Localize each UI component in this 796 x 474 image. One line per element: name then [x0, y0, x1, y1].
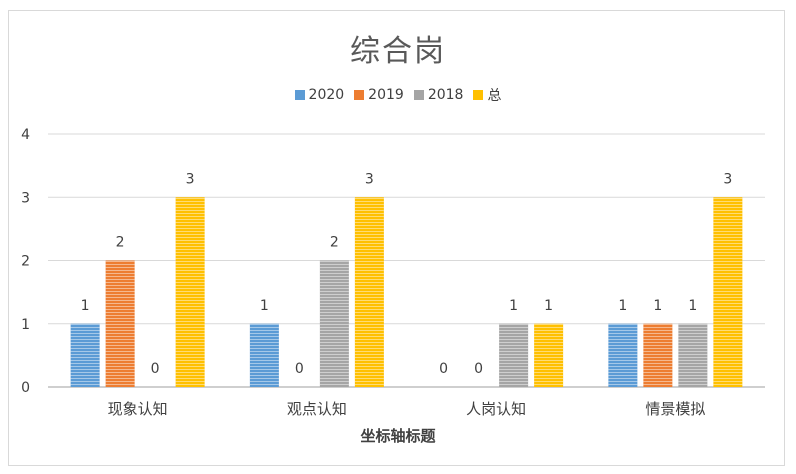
data-label: 1 — [81, 298, 90, 314]
x-tick-label: 人岗认知 — [466, 400, 526, 418]
legend-label-2019: 2019 — [368, 87, 404, 103]
legend-swatch-2019 — [354, 90, 365, 100]
x-axis-title: 坐标轴标题 — [360, 427, 436, 445]
bar-texture — [354, 197, 384, 387]
data-label: 1 — [653, 298, 662, 314]
data-label: 3 — [723, 171, 732, 187]
bar-texture — [175, 197, 205, 387]
legend-label-2018: 2018 — [427, 87, 464, 103]
data-label: 1 — [688, 298, 697, 314]
bar-texture — [499, 323, 529, 387]
bar-texture — [249, 323, 279, 387]
x-tick-label: 现象认知 — [108, 400, 168, 418]
legend-item-2020: 2020 — [294, 85, 345, 105]
data-label: 3 — [365, 171, 374, 187]
legend: 2020 2019 2018 总 — [0, 85, 796, 105]
x-tick-label: 观点认知 — [287, 400, 347, 418]
bar-texture — [678, 323, 708, 387]
data-label: 0 — [474, 361, 483, 377]
data-label: 2 — [116, 235, 125, 251]
bar-texture — [105, 260, 135, 387]
data-label: 0 — [295, 361, 304, 377]
bar-texture — [608, 323, 638, 387]
data-label: 0 — [151, 361, 160, 377]
data-label: 1 — [260, 298, 269, 314]
legend-item-total: 总 — [473, 85, 501, 105]
bar-texture — [643, 323, 673, 387]
bar-texture — [319, 260, 349, 387]
chart-title: 综合岗 — [350, 34, 446, 69]
y-tick-label: 4 — [21, 127, 30, 143]
legend-label-total: 总 — [487, 88, 502, 104]
data-label: 1 — [509, 298, 518, 314]
legend-item-2019: 2019 — [354, 85, 404, 105]
legend-item-2018: 2018 — [413, 85, 464, 105]
data-label: 1 — [544, 298, 553, 314]
data-label: 0 — [439, 361, 448, 377]
y-tick-label: 2 — [21, 254, 30, 270]
data-label: 3 — [186, 171, 195, 187]
bar-texture — [70, 323, 100, 387]
y-tick-label: 3 — [21, 190, 30, 206]
legend-swatch-2018 — [413, 90, 424, 100]
y-tick-label: 0 — [21, 380, 30, 396]
data-label: 1 — [618, 298, 627, 314]
legend-swatch-2020 — [294, 90, 305, 100]
bar-texture — [713, 197, 743, 387]
chart-frame — [8, 10, 785, 466]
bar-texture — [534, 323, 564, 387]
y-tick-label: 1 — [21, 317, 30, 333]
data-label: 2 — [330, 235, 339, 251]
x-tick-label: 情景模拟 — [645, 400, 705, 418]
legend-label-2020: 2020 — [308, 87, 345, 103]
legend-swatch-total — [473, 90, 484, 100]
